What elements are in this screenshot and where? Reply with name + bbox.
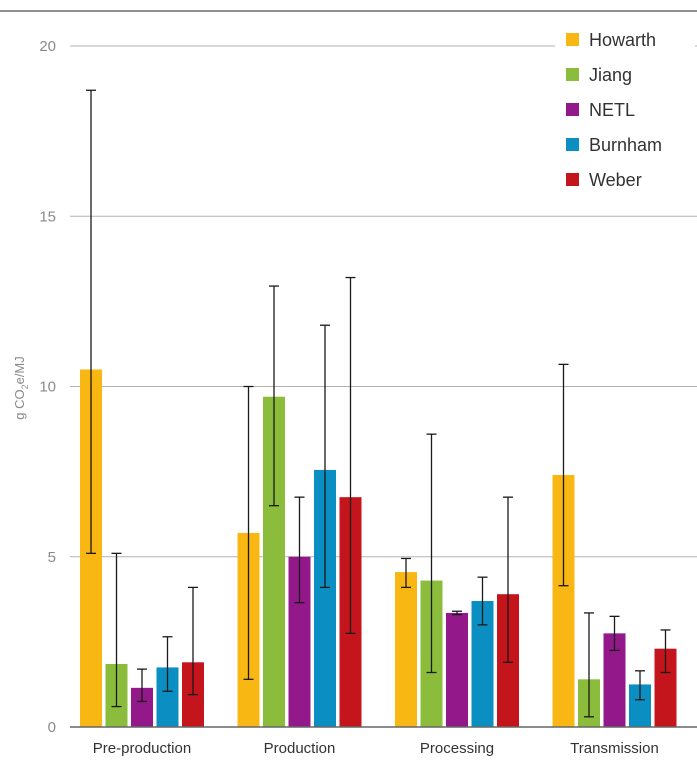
bar-netl-processing (446, 612, 468, 727)
bar-netl-production (288, 556, 311, 727)
y-tick-label-0: 0 (48, 719, 56, 736)
y-tick-label-20: 20 (39, 38, 56, 55)
x-tick-label-production: Production (264, 740, 336, 757)
bar-netl-transmission (603, 633, 626, 727)
y-tick-label-15: 15 (39, 208, 56, 225)
bar-howarth-transmission (552, 475, 575, 727)
legend-swatch-burnham (566, 138, 579, 151)
error-bar-weber-transmission (660, 629, 671, 674)
error-bar-jiang-production (269, 285, 279, 507)
error-bar-burnham-transmission (635, 670, 645, 701)
error-bar-netl-production (294, 496, 305, 604)
x-tick-label-pre-production: Pre-production (93, 740, 191, 757)
bar-netl-pre-production (131, 687, 153, 727)
legend-label-weber: Weber (589, 170, 642, 190)
axes: 0 5 10 15 20 Pre-production Production Processi… (39, 38, 697, 757)
error-bar-netl-processing (452, 610, 462, 616)
error-bar-howarth-pre-production (86, 89, 96, 554)
error-bars (86, 89, 671, 718)
error-bar-weber-production (345, 276, 356, 635)
error-bar-jiang-transmission (584, 612, 594, 718)
bar-howarth-processing (395, 572, 417, 727)
legend-swatch-weber (566, 173, 579, 186)
bar-burnham-transmission (629, 684, 651, 727)
bar-jiang-production (263, 396, 285, 727)
bars (80, 369, 677, 727)
error-bar-weber-pre-production (188, 586, 198, 696)
error-bar-netl-transmission (609, 615, 620, 652)
y-tick-label-5: 5 (48, 549, 56, 566)
error-bar-netl-pre-production (137, 668, 147, 703)
bar-burnham-processing (471, 601, 494, 727)
error-bar-howarth-transmission (558, 363, 569, 587)
y-axis-label: g CO2e/MJ (12, 356, 30, 420)
error-bar-burnham-production (320, 324, 330, 589)
error-bar-jiang-processing (426, 433, 437, 674)
legend-label-burnham: Burnham (589, 135, 662, 155)
error-bar-jiang-pre-production (111, 552, 122, 708)
legend-swatch-howarth (566, 33, 579, 46)
legend-label-jiang: Jiang (589, 65, 632, 85)
x-tick-label-processing: Processing (420, 740, 494, 757)
legend-swatch-netl (566, 103, 579, 116)
error-bar-weber-processing (503, 496, 513, 663)
error-bar-howarth-production (243, 385, 254, 680)
error-bar-burnham-processing (477, 576, 488, 626)
legend: Howarth Jiang NETL Burnham Weber (555, 24, 695, 194)
legend-swatch-jiang (566, 68, 579, 81)
legend-label-netl: NETL (589, 100, 635, 120)
y-tick-label-10: 10 (39, 379, 56, 396)
bar-burnham-production (314, 469, 336, 727)
bar-weber-transmission (654, 648, 677, 727)
x-tick-label-transmission: Transmission (570, 740, 659, 757)
legend-label-howarth: Howarth (589, 30, 656, 50)
gridlines (70, 45, 697, 558)
error-bar-howarth-processing (401, 557, 411, 589)
error-bar-burnham-pre-production (162, 636, 173, 692)
bar-burnham-pre-production (156, 667, 179, 727)
